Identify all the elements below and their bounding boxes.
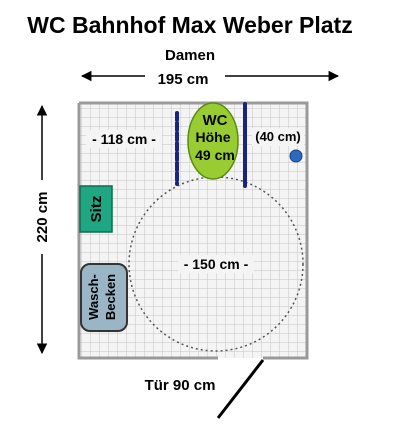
left-space-label: - 118 cm - bbox=[92, 131, 156, 147]
wash-basin-label-line2: Becken bbox=[103, 274, 118, 320]
right-space-label: (40 cm) bbox=[255, 129, 301, 144]
width-label: 195 cm bbox=[158, 71, 209, 88]
turning-circle bbox=[128, 176, 304, 352]
toilet-label-line3: 49 cm bbox=[195, 147, 235, 163]
page-title: WC Bahnhof Max Weber Platz bbox=[27, 12, 353, 38]
wall-left-bottom bbox=[77, 103, 218, 360]
door-leaf bbox=[216, 359, 265, 419]
depth-label: 220 cm bbox=[34, 192, 51, 243]
page-subtitle: Damen bbox=[164, 47, 216, 64]
toilet-label-line2: Höhe bbox=[196, 129, 231, 145]
seat-label: Sitz bbox=[88, 196, 105, 223]
flush-button-icon bbox=[289, 149, 303, 163]
turning-circle-label: - 150 cm - bbox=[184, 256, 249, 272]
wash-basin-icon bbox=[80, 263, 128, 332]
seat-icon bbox=[79, 185, 113, 233]
toilet-label-line1: WC bbox=[203, 112, 228, 129]
wash-basin-label-line1: Wasch- bbox=[86, 274, 101, 320]
toilet-icon bbox=[187, 102, 239, 180]
door-label: Tür 90 cm bbox=[145, 377, 216, 394]
